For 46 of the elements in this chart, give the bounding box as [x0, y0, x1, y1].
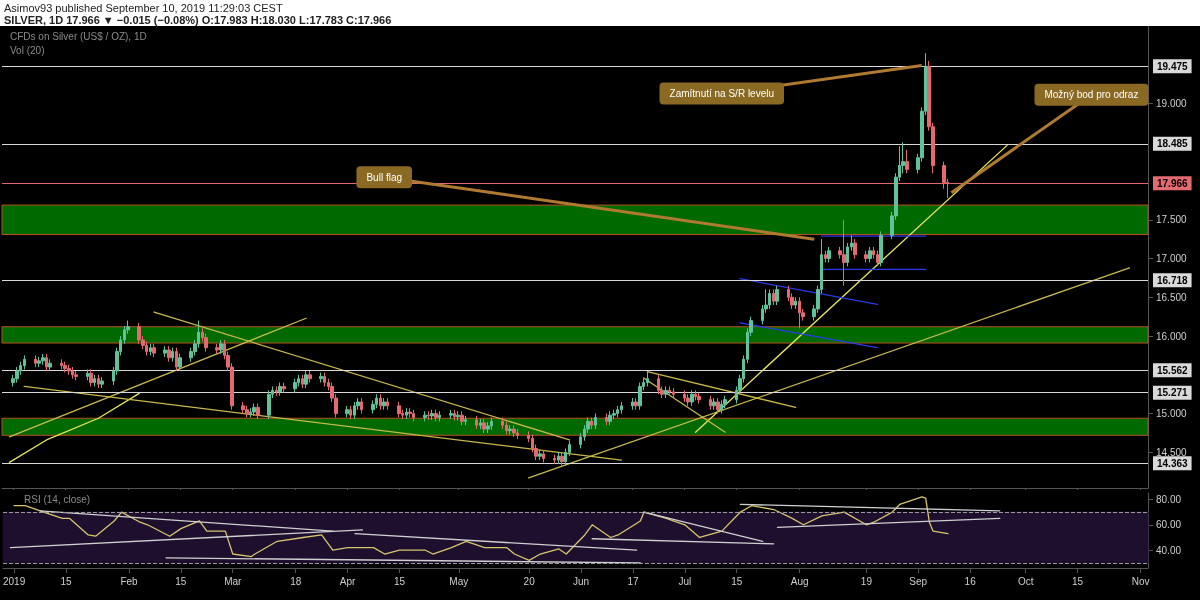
x-tick-label: Mar: [224, 575, 243, 587]
y-tick-label: 40.00: [1156, 544, 1182, 556]
ref-line-label: 16.718: [1157, 274, 1189, 286]
x-tick-label: 19: [860, 575, 873, 587]
y-tick-label: 14.500: [1156, 446, 1188, 458]
x-tick-label: Sep: [909, 575, 928, 587]
x-tick-label: 16: [964, 575, 977, 587]
chart-title: RSI (14, close): [24, 493, 91, 505]
annotation: Zamítnutí na S/R levelu: [669, 88, 775, 100]
ref-line-label: 15.271: [1157, 387, 1189, 399]
ref-line-label: 14.363: [1157, 457, 1189, 469]
annotation: Možný bod pro odraz: [1044, 89, 1139, 101]
annotation: CFDs on Silver (US$ / OZ), 1D: [10, 30, 147, 42]
x-tick-label: 17: [627, 575, 639, 587]
annotation: Bull flag: [366, 171, 402, 183]
x-tick-label: 18: [290, 575, 302, 587]
y-tick-label: 16.000: [1156, 330, 1188, 342]
x-tick-label: 15: [731, 575, 743, 587]
x-tick-label: 20: [523, 575, 536, 587]
ref-line-label: 17.966: [1157, 177, 1189, 189]
y-tick-label: 16.500: [1156, 291, 1188, 303]
x-tick-label: Apr: [339, 575, 357, 587]
y-tick-label: 19.000: [1156, 98, 1188, 110]
x-tick-label: 15: [60, 575, 72, 587]
x-tick-label: Feb: [120, 575, 139, 587]
x-tick-label: 15: [175, 575, 187, 587]
x-tick-label: Jul: [678, 575, 692, 587]
ref-line-label: 18.485: [1157, 138, 1189, 150]
y-tick-label: 17.000: [1156, 253, 1188, 265]
y-tick-label: 60.00: [1156, 519, 1182, 531]
x-tick-label: Oct: [1017, 575, 1034, 587]
x-tick-label: Jun: [573, 575, 590, 587]
x-tick-label: Aug: [790, 575, 809, 587]
x-tick-label: 15: [1072, 575, 1084, 587]
x-tick-label: May: [449, 575, 469, 587]
y-tick-label: 80.00: [1156, 493, 1182, 505]
chart-title: Asimov93 published September 10, 2019 11:29:03 CEST: [4, 2, 284, 14]
ref-line-label: 19.475: [1157, 60, 1189, 72]
x-tick-label: 2019: [3, 575, 26, 587]
y-tick-label: 17.500: [1156, 214, 1188, 226]
ref-line-label: 15.562: [1157, 364, 1189, 376]
y-tick-label: 15.000: [1156, 408, 1188, 420]
x-tick-label: 15: [393, 575, 406, 587]
x-tick-label: Nov: [1131, 575, 1150, 587]
annotation: Vol (20): [10, 44, 45, 56]
chart-subtitle: SILVER, 1D 17.966 ▼ −0.015 (−0.08%) O:17.983 H:18.030 L:17.783 C:17.966: [4, 14, 392, 26]
